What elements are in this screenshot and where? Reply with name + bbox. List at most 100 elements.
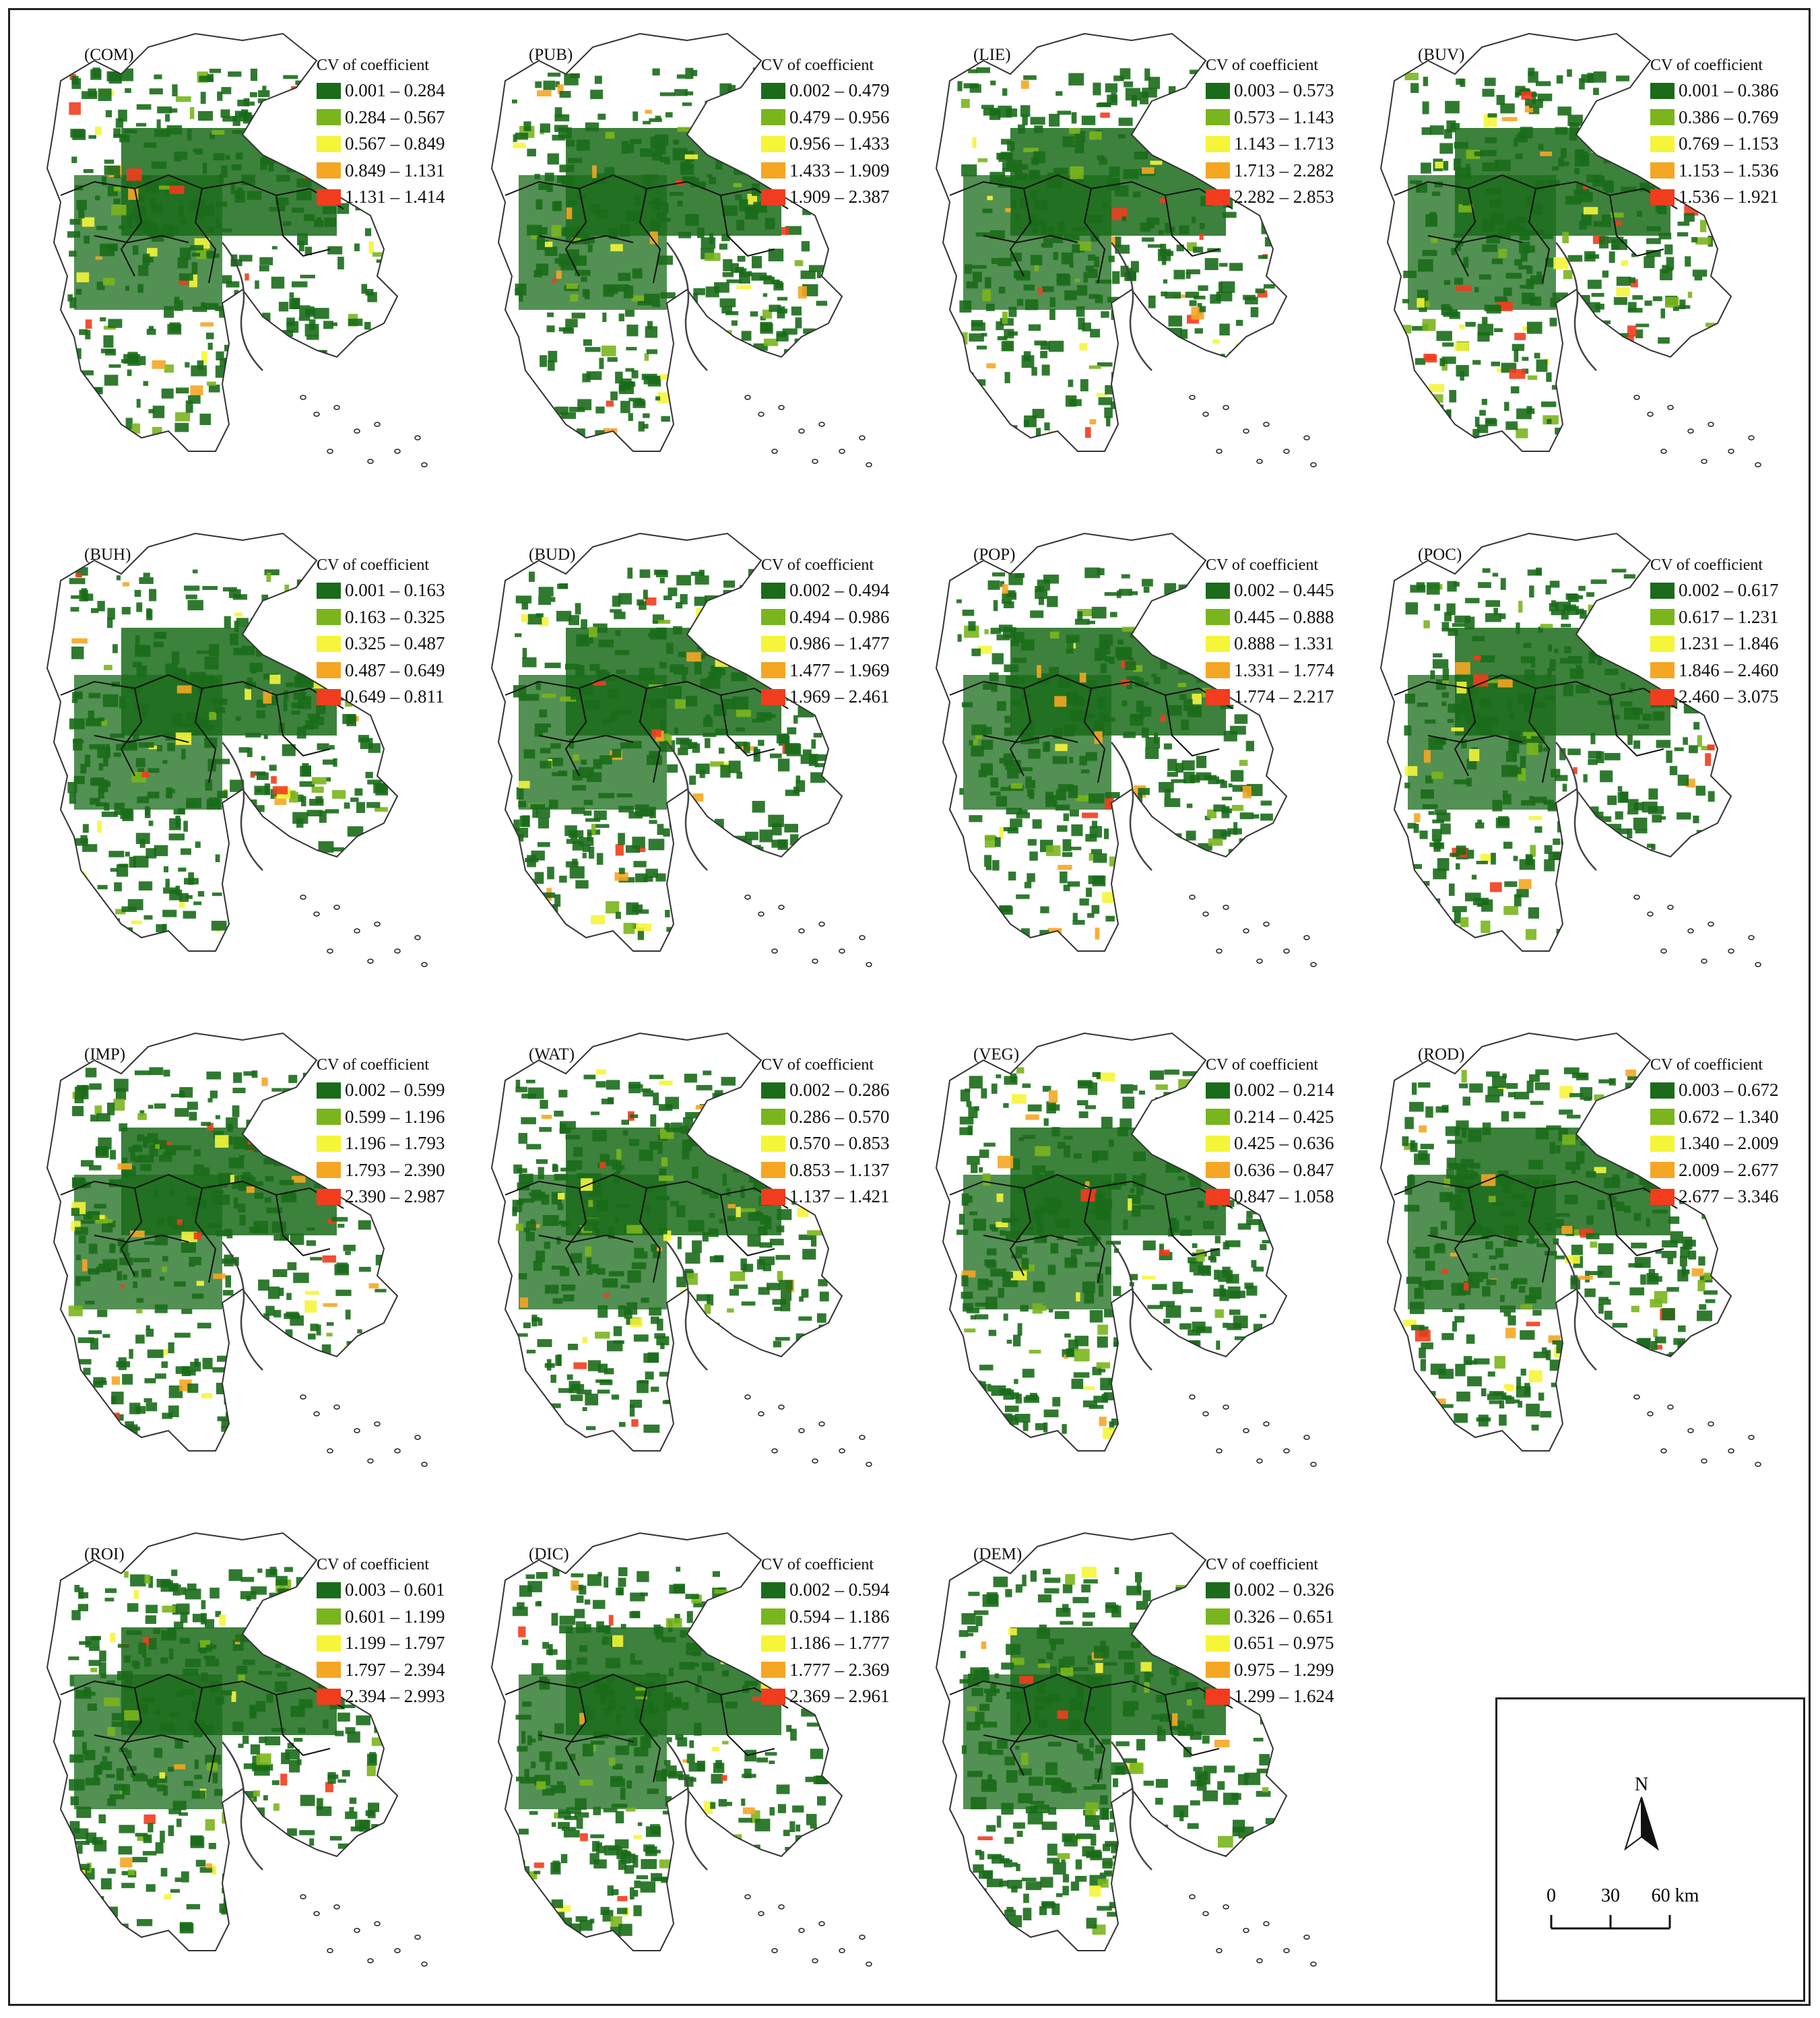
north-arrow-icon	[1625, 1797, 1658, 1849]
legend-range: 0.002 – 0.494	[789, 580, 890, 601]
legend-swatch	[1650, 162, 1675, 178]
legend-range: 0.003 – 0.573	[1234, 80, 1334, 101]
islands	[1634, 395, 1761, 467]
legend-row: 0.617 – 1.231	[1650, 604, 1798, 631]
legend-row: 0.425 – 0.636	[1206, 1130, 1354, 1157]
legend-range: 0.847 – 1.058	[1234, 1186, 1334, 1207]
legend-swatch	[761, 136, 785, 152]
legend-range: 0.002 – 0.599	[345, 1080, 445, 1101]
legend-range: 0.853 – 1.137	[789, 1160, 890, 1181]
legend-range: 0.002 – 0.214	[1234, 1080, 1334, 1101]
panel-label: (ROD)	[1418, 1045, 1464, 1064]
legend-row: 0.975 – 1.299	[1206, 1657, 1354, 1684]
legend-swatch	[317, 1635, 341, 1652]
legend-range: 0.002 – 0.445	[1234, 580, 1334, 601]
legend-row: 0.003 – 0.573	[1206, 77, 1354, 104]
legend-range: 0.975 – 1.299	[1234, 1660, 1334, 1681]
legend: CV of coefficient 0.002 – 0.599 0.599 – …	[317, 1056, 465, 1210]
islands	[1190, 1895, 1316, 1966]
legend-swatch	[1650, 636, 1675, 652]
map-panel: (LIE) CV of coefficient 0.003 – 0.573 0.…	[909, 20, 1354, 519]
legend-range: 0.001 – 0.386	[1679, 80, 1779, 101]
legend-range: 0.163 – 0.325	[345, 607, 445, 628]
panel-label: (COM)	[84, 46, 134, 65]
legend-row: 0.002 – 0.214	[1206, 1077, 1354, 1104]
legend-range: 1.137 – 1.421	[789, 1186, 890, 1207]
legend-title: CV of coefficient	[761, 1556, 909, 1574]
legend-row: 0.002 – 0.494	[761, 577, 909, 604]
legend-range: 0.599 – 1.196	[345, 1107, 445, 1128]
legend-title: CV of coefficient	[317, 556, 465, 575]
legend-row: 0.769 – 1.153	[1650, 131, 1798, 158]
legend-row: 0.445 – 0.888	[1206, 604, 1354, 631]
map-panel: (PUB) CV of coefficient 0.002 – 0.479 0.…	[465, 20, 909, 519]
panel-label: (IMP)	[84, 1045, 125, 1064]
legend-swatch	[317, 662, 341, 678]
legend-row: 2.390 – 2.987	[317, 1183, 465, 1210]
legend-row: 0.672 – 1.340	[1650, 1104, 1798, 1131]
legend-row: 1.131 – 1.414	[317, 184, 465, 211]
islands	[745, 395, 872, 467]
islands	[745, 1895, 872, 1966]
islands	[300, 1395, 427, 1466]
legend-row: 0.001 – 0.284	[317, 77, 465, 104]
legend-row: 1.797 – 2.394	[317, 1657, 465, 1684]
legend-row: 0.956 – 1.433	[761, 131, 909, 158]
panel-label: (DEM)	[973, 1545, 1022, 1564]
legend-range: 0.002 – 0.479	[789, 80, 890, 101]
map-panel: (COM) CV of coefficient 0.001 – 0.284 0.…	[20, 20, 465, 519]
legend-row: 0.001 – 0.163	[317, 577, 465, 604]
legend-row: 1.340 – 2.009	[1650, 1130, 1798, 1157]
legend-row: 0.286 – 0.570	[761, 1104, 909, 1131]
legend-title: CV of coefficient	[761, 57, 909, 75]
legend-swatch	[1206, 609, 1230, 625]
legend-row: 0.594 – 1.186	[761, 1604, 909, 1631]
legend-swatch	[1206, 189, 1230, 205]
legend-range: 1.909 – 2.387	[789, 187, 890, 207]
legend-swatch	[761, 1109, 785, 1125]
legend-swatch	[1206, 83, 1230, 99]
legend-row: 1.143 – 1.713	[1206, 131, 1354, 158]
legend-range: 1.774 – 2.217	[1234, 686, 1334, 707]
panel-label: (PUB)	[529, 46, 573, 65]
scale-tick-60: 60 km	[1652, 1885, 1699, 1906]
legend-row: 2.009 – 2.677	[1650, 1157, 1798, 1184]
legend-row: 0.163 – 0.325	[317, 604, 465, 631]
legend-row: 0.849 – 1.131	[317, 158, 465, 185]
panel-label: (BUH)	[84, 546, 131, 564]
legend-range: 1.846 – 2.460	[1679, 660, 1779, 681]
legend-row: 1.137 – 1.421	[761, 1183, 909, 1210]
legend-swatch	[1206, 583, 1230, 599]
legend-swatch	[317, 1162, 341, 1178]
legend-range: 1.199 – 1.797	[345, 1633, 445, 1654]
legend-title: CV of coefficient	[1206, 1056, 1354, 1074]
legend-row: 0.853 – 1.137	[761, 1157, 909, 1184]
legend-range: 0.002 – 0.617	[1679, 580, 1779, 601]
legend-row: 0.636 – 0.847	[1206, 1157, 1354, 1184]
legend: CV of coefficient 0.001 – 0.386 0.386 – …	[1650, 57, 1798, 211]
legend-row: 0.487 – 0.649	[317, 657, 465, 684]
legend-swatch	[761, 662, 785, 678]
legend-swatch	[761, 1635, 785, 1652]
legend: CV of coefficient 0.003 – 0.672 0.672 – …	[1650, 1056, 1798, 1210]
panel-label: (BUD)	[529, 546, 575, 564]
legend-row: 1.793 – 2.390	[317, 1157, 465, 1184]
panel-label: (DIC)	[529, 1545, 569, 1564]
legend-swatch	[1650, 583, 1675, 599]
legend-range: 1.777 – 2.369	[789, 1660, 890, 1681]
legend-swatch	[761, 636, 785, 652]
legend-swatch	[317, 636, 341, 652]
legend-row: 1.153 – 1.536	[1650, 158, 1798, 185]
legend-row: 0.567 – 0.849	[317, 131, 465, 158]
legend-range: 1.331 – 1.774	[1234, 660, 1334, 681]
islands	[1190, 895, 1316, 967]
legend-range: 0.284 – 0.567	[345, 107, 445, 128]
legend-range: 1.433 – 1.909	[789, 160, 890, 181]
legend-row: 0.003 – 0.672	[1650, 1077, 1798, 1104]
legend-swatch	[761, 1082, 785, 1099]
legend-range: 1.536 – 1.921	[1679, 187, 1779, 207]
legend-title: CV of coefficient	[1206, 1556, 1354, 1574]
legend-range: 0.494 – 0.986	[789, 607, 890, 628]
legend-row: 0.573 – 1.143	[1206, 104, 1354, 131]
legend-title: CV of coefficient	[1650, 57, 1798, 75]
